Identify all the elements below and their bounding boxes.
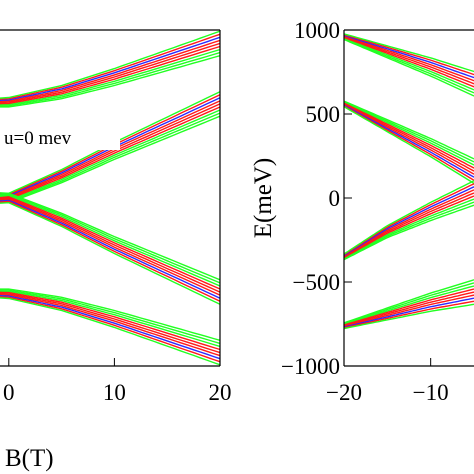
right-curves [343,33,474,330]
left-band-1-line-1 [0,289,221,345]
left-band-3-line-4 [0,197,221,293]
right-band-3-line-0 [343,279,474,324]
right-band-3-line-1 [343,282,474,325]
right-band-0-line-7 [343,33,474,76]
right-band-1-line-5 [343,103,474,175]
left-band-1-line-0 [0,288,221,341]
right-band-0-line-6 [343,34,474,79]
left-band-3-line-0 [0,192,221,281]
right-ytick-label-4: −1000 [281,354,340,379]
left-xtick-label-0: 0 [3,380,15,405]
right-band-2-line-7 [343,183,474,256]
left-curves [0,30,221,366]
right-band-2-line-5 [343,189,474,257]
left-band-1-line-5 [0,293,221,357]
right-band-2-line-0 [343,204,474,261]
right-band-3-line-5 [343,294,474,328]
right-band-3-line-7 [343,300,474,329]
right-band-3-line-3 [343,288,474,326]
left-band-1-line-2 [0,290,221,348]
right-band-0-line-4 [343,36,474,85]
left-ticks: 0 10 20 [3,358,232,405]
left-band-3-line-3 [0,196,221,290]
right-band-3-line-2 [343,285,474,325]
right-band-1-line-4 [343,103,474,172]
left-band-3-line-5 [0,198,221,296]
annotation-u: u=0 mev [4,128,72,149]
right-band-1-line-7 [343,105,474,181]
left-band-2-line-0 [0,115,221,204]
y-axis-label: E(meV) [250,158,277,239]
left-band-3-line-2 [0,194,221,287]
left-band-0-line-1 [0,51,221,107]
right-band-2-line-4 [343,192,474,258]
right-band-3-line-4 [343,291,474,327]
left-band-0-line-3 [0,45,221,105]
left-band-0-line-7 [0,33,221,100]
left-band-3-line-1 [0,193,221,284]
right-band-1-line-3 [343,102,474,169]
left-band-0-line-5 [0,39,221,103]
right-xtick-label-1: −10 [413,380,449,405]
left-band-1-line-4 [0,292,221,354]
right-band-2-line-1 [343,201,474,260]
left-band-2-line-8 [0,91,221,195]
left-panel: 0 10 20 u=0 mev B(T) [0,29,232,472]
left-xtick-label-1: 10 [103,380,126,405]
left-band-0-line-0 [0,55,221,108]
left-band-3-line-6 [0,199,221,299]
right-band-0-line-1 [343,38,474,94]
right-xtick-label-0: −20 [326,380,362,405]
left-band-3-line-7 [0,200,221,302]
right-panel: −20 −10 1000 500 0 −500 −1000 E(meV) [250,18,474,405]
right-band-2-line-6 [343,186,474,256]
annotation-bg [2,124,120,150]
left-band-2-line-6 [0,97,221,197]
right-band-1-line-1 [343,101,474,163]
right-band-2-line-8 [343,180,474,255]
right-band-0-line-5 [343,35,474,82]
right-ytick-label-1: 500 [306,102,341,127]
left-band-1-line-8 [0,297,221,366]
left-band-0-line-8 [0,30,221,99]
right-ytick-label-0: 1000 [294,18,340,43]
right-band-1-line-8 [343,106,474,184]
right-band-3-line-8 [343,303,474,330]
right-band-0-line-3 [343,36,474,88]
right-band-1-line-2 [343,101,474,166]
right-band-0-line-8 [343,33,474,73]
left-band-0-line-6 [0,36,221,102]
left-band-1-line-7 [0,296,221,363]
right-ytick-label-2: 0 [329,186,341,211]
left-xtick-label-2: 20 [209,380,232,405]
left-band-2-line-2 [0,109,221,202]
left-band-2-line-4 [0,103,221,199]
right-ticks: −20 −10 1000 500 0 −500 −1000 [281,18,449,405]
x-axis-label: B(T) [5,445,54,472]
right-ytick-label-3: −500 [293,270,340,295]
left-band-1-line-6 [0,294,221,360]
right-band-2-line-3 [343,195,474,259]
right-band-2-line-2 [343,198,474,259]
right-band-1-line-6 [343,104,474,178]
left-band-1-line-3 [0,291,221,351]
right-band-1-line-0 [343,100,474,160]
left-band-2-line-1 [0,112,221,203]
right-band-3-line-6 [343,297,474,328]
right-band-0-line-2 [343,37,474,91]
left-band-0-line-4 [0,42,221,104]
right-band-0-line-0 [343,38,474,97]
left-band-0-line-2 [0,48,221,106]
left-band-2-line-5 [0,100,221,198]
left-band-3-line-8 [0,201,221,305]
left-band-2-line-7 [0,94,221,196]
left-band-2-line-3 [0,106,221,200]
